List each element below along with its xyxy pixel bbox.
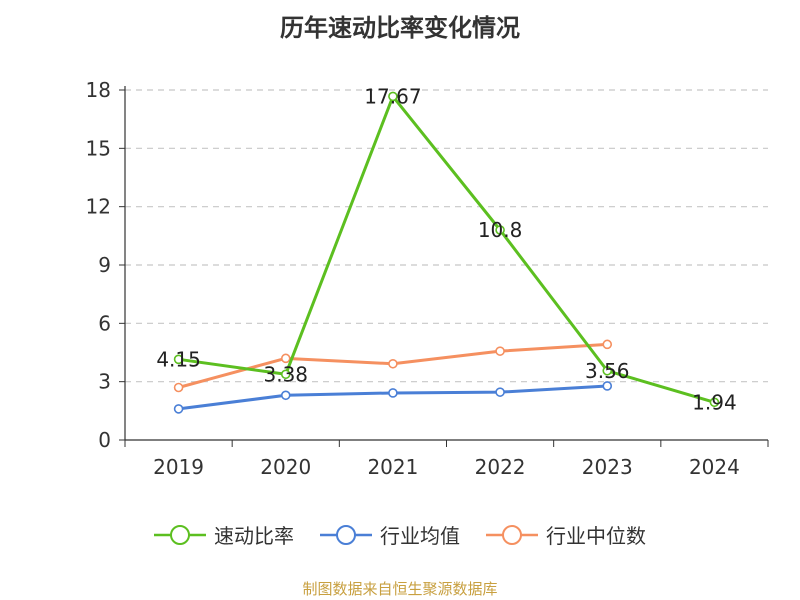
legend-circle bbox=[336, 524, 356, 545]
x-tick-label: 2023 bbox=[582, 455, 633, 479]
legend-label: 行业中位数 bbox=[546, 524, 646, 548]
data-point bbox=[173, 354, 184, 365]
legend-circle bbox=[170, 524, 190, 545]
data-point bbox=[388, 91, 398, 102]
data-point bbox=[709, 397, 720, 408]
source-note: 制图数据来自恒生聚源数据库 bbox=[302, 580, 498, 598]
data-point bbox=[173, 382, 184, 393]
data-point bbox=[602, 381, 613, 391]
data-point bbox=[173, 404, 184, 414]
series-line-1 bbox=[178, 94, 715, 404]
y-tick-label: 9 bbox=[98, 253, 111, 277]
data-label: 17.67 bbox=[364, 84, 421, 108]
x-tick-label: 2022 bbox=[475, 455, 526, 479]
x-tick-label: 2021 bbox=[367, 455, 418, 479]
legend-label: 速动比率 bbox=[214, 524, 294, 548]
y-tick-label: 15 bbox=[86, 136, 111, 160]
legend-item[interactable]: 行业中位数 bbox=[486, 520, 646, 549]
y-tick-label: 12 bbox=[86, 195, 111, 219]
legend-label: 行业均值 bbox=[380, 524, 460, 548]
y-tick-label: 18 bbox=[86, 78, 111, 102]
data-point bbox=[388, 358, 398, 369]
x-tick-label: 2024 bbox=[689, 455, 740, 479]
data-point bbox=[388, 388, 398, 398]
x-tick-label: 2019 bbox=[153, 455, 204, 479]
data-point bbox=[280, 390, 291, 401]
data-point bbox=[495, 225, 505, 235]
legend-item[interactable]: 速动比率 bbox=[154, 520, 294, 549]
data-point bbox=[495, 387, 505, 397]
legend-marker-icon bbox=[320, 524, 372, 545]
legend-circle bbox=[502, 524, 522, 545]
data-point bbox=[602, 365, 613, 376]
data-point bbox=[280, 353, 291, 364]
data-label: 3.56 bbox=[585, 359, 630, 383]
data-label: 4.15 bbox=[156, 347, 201, 371]
chart-title: 历年速动比率变化情况 bbox=[280, 14, 520, 42]
legend-marker-icon bbox=[486, 524, 538, 545]
y-tick-label: 6 bbox=[98, 311, 111, 335]
data-point bbox=[280, 369, 291, 380]
legend-marker-icon bbox=[154, 524, 206, 545]
legend: 速动比率 行业均值 行业中位数 bbox=[0, 520, 800, 549]
data-point bbox=[602, 339, 613, 350]
y-tick-label: 0 bbox=[98, 428, 111, 452]
data-point bbox=[495, 346, 505, 356]
x-tick-label: 2020 bbox=[260, 455, 311, 479]
y-tick-label: 3 bbox=[98, 370, 111, 394]
data-label: 1.94 bbox=[692, 390, 737, 414]
legend-item[interactable]: 行业均值 bbox=[320, 520, 460, 549]
data-label: 10.8 bbox=[478, 218, 523, 242]
data-label: 3.38 bbox=[263, 362, 308, 386]
